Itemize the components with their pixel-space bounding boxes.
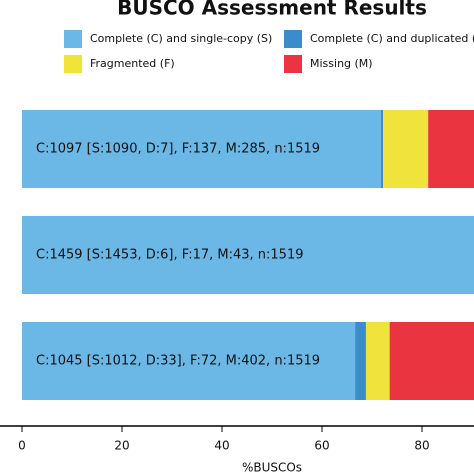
bar-segment [365,322,390,400]
chart-title: BUSCO Assessment Results [117,0,427,20]
x-tick-label: 0 [18,439,26,453]
bar-label: C:1097 [S:1090, D:7], F:137, M:285, n:15… [36,142,320,157]
legend-swatch [64,30,82,48]
bar-segment [383,110,429,188]
legend-swatch [284,30,302,48]
bar-label: C:1045 [S:1012, D:33], F:72, M:402, n:15… [36,354,320,369]
bar-segment [428,110,474,188]
legend-label: Fragmented (F) [90,57,175,70]
bar-segment [22,322,356,400]
legend-swatch [284,55,302,73]
bar-segment [22,216,474,294]
x-tick-label: 60 [314,439,329,453]
x-tick-label: 40 [214,439,229,453]
x-axis-label: %BUSCOs [242,461,302,474]
legend-label: Complete (C) and duplicated (D) [310,32,474,45]
x-tick-label: 80 [414,439,429,453]
legend-label: Missing (M) [310,57,373,70]
bar-segment [355,322,366,400]
bar-label: C:1459 [S:1453, D:6], F:17, M:43, n:1519 [36,248,303,263]
legend-swatch [64,55,82,73]
legend-label: Complete (C) and single-copy (S) [90,32,272,45]
bar-segment [22,110,381,188]
bar-segment [389,322,474,400]
bar-segment [380,110,384,188]
x-tick-label: 20 [114,439,129,453]
